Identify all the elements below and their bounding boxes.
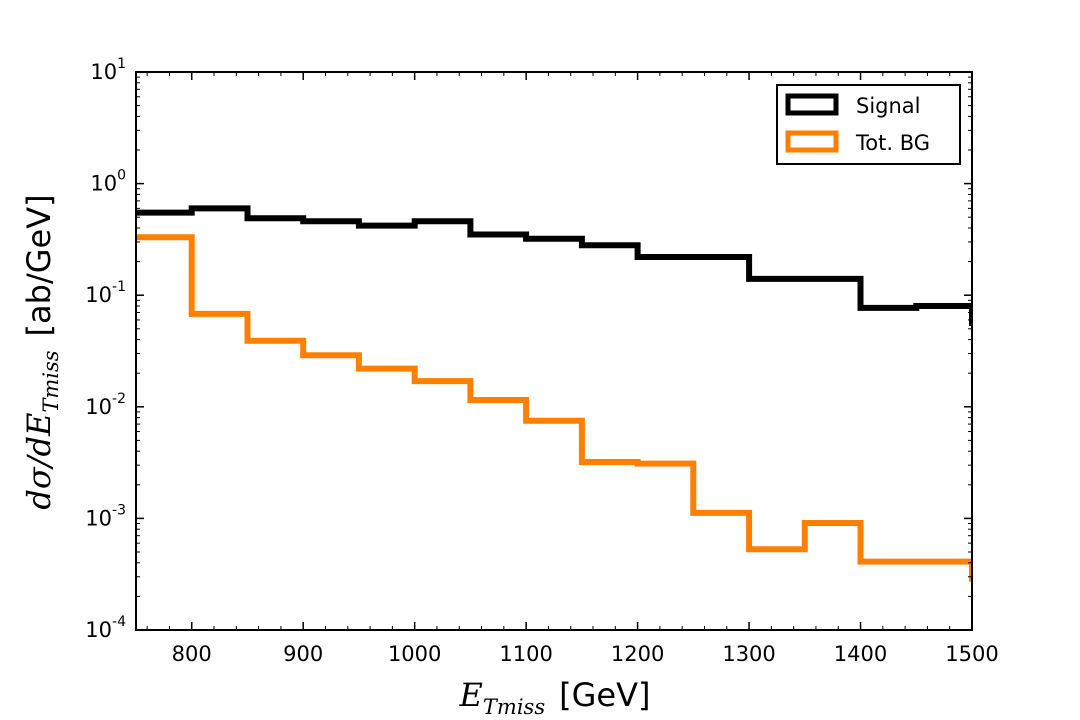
legend: Signal Tot. BG <box>776 84 961 165</box>
x-tick-label: 800 <box>172 642 212 666</box>
y-tick-label: 10-4 <box>85 614 126 642</box>
series-signal <box>136 205 972 326</box>
y-tick-label: 10-2 <box>85 391 126 419</box>
plot-frame <box>135 71 973 631</box>
x-tick-label: 1200 <box>611 642 664 666</box>
x-tick-label: 1400 <box>834 642 887 666</box>
legend-label-totbg: Tot. BG <box>855 131 930 155</box>
legend-swatch-signal <box>785 93 839 116</box>
y-axis-label: dσ/dETmiss[ab/GeV] <box>20 194 63 509</box>
x-tick-label: 1100 <box>499 642 552 666</box>
series-tot-bg <box>136 234 972 582</box>
y-tick-label: 10-3 <box>85 502 126 530</box>
y-tick-label: 100 <box>90 168 126 196</box>
x-tick-label: 1300 <box>722 642 775 666</box>
tick-labels-layer: 800 900 1000 1100 1200 1300 1400 1500 10-4 10-3 10… <box>85 56 998 666</box>
legend-label-signal: Signal <box>856 94 921 118</box>
series-layer <box>136 205 972 582</box>
x-tick-label: 900 <box>283 642 323 666</box>
x-tick-label: 1000 <box>388 642 441 666</box>
x-axis-label: ETmiss [GeV] <box>459 676 651 719</box>
legend-swatch-totbg <box>785 130 839 153</box>
x-tick-label: 1500 <box>945 642 998 666</box>
y-tick-label: 101 <box>90 56 126 84</box>
y-tick-label: 10-1 <box>85 279 126 307</box>
